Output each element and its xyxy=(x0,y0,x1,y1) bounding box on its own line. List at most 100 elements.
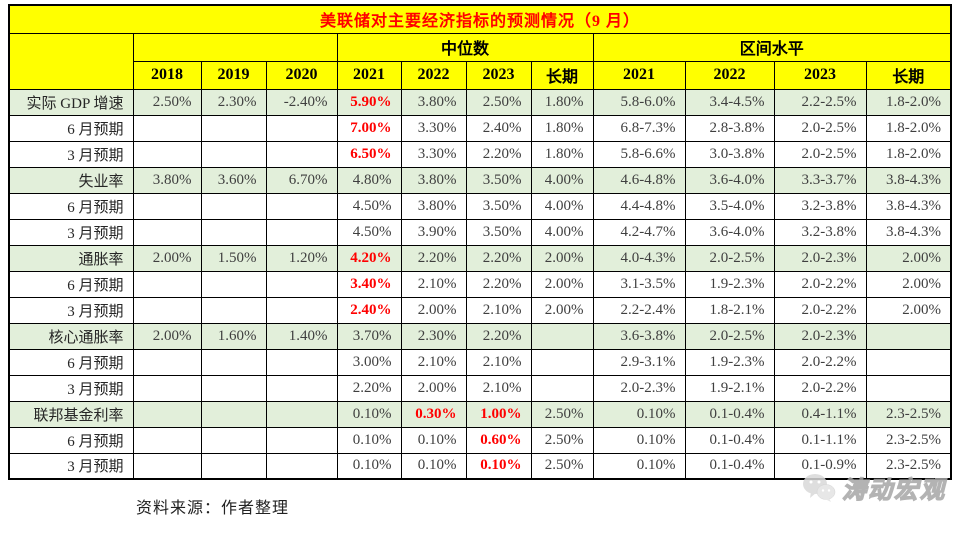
value-cell: 3.6-3.8% xyxy=(592,322,686,350)
value-cell: 0.10% xyxy=(336,400,402,428)
value-cell: 7.00% xyxy=(336,114,402,142)
value-cell: 4.50% xyxy=(336,218,402,246)
value-cell xyxy=(200,426,267,454)
table-row: 6 月预期 3.40% 2.10% 2.20% 2.00% 3.1-3.5% 1.9-2.3… xyxy=(8,270,952,298)
value-cell xyxy=(132,426,202,454)
value-cell xyxy=(132,140,202,168)
value-cell: 1.40% xyxy=(265,322,338,350)
value-cell: 1.50% xyxy=(200,244,267,272)
value-cell: 2.00% xyxy=(530,270,594,298)
value-cell xyxy=(132,114,202,142)
watermark-text: 涛动宏观 xyxy=(841,477,946,504)
history-years-group-cell xyxy=(132,32,338,62)
value-cell: 2.0-2.3% xyxy=(773,244,867,272)
value-cell: 2.00% xyxy=(400,374,467,402)
value-cell: 5.90% xyxy=(336,88,402,116)
value-cell xyxy=(132,192,202,220)
value-cell: 2.20% xyxy=(336,374,402,402)
value-cell: 2.0-2.5% xyxy=(773,114,867,142)
value-cell: 0.10% xyxy=(592,426,686,454)
year-header-6: 长期 xyxy=(530,60,594,90)
value-cell: 4.50% xyxy=(336,192,402,220)
value-cell: 1.9-2.1% xyxy=(684,374,775,402)
value-cell: 2.20% xyxy=(465,270,532,298)
table-row: 6 月预期 3.00% 2.10% 2.10% 2.9-3.1% 1.9-2.3% 2.0-… xyxy=(8,348,952,376)
value-cell: 0.10% xyxy=(336,426,402,454)
value-cell xyxy=(200,348,267,376)
value-cell: 4.00% xyxy=(530,192,594,220)
value-cell xyxy=(265,374,338,402)
value-cell: 3.6-4.0% xyxy=(684,218,775,246)
value-cell xyxy=(132,452,202,480)
value-cell: 1.8-2.0% xyxy=(865,140,952,168)
value-cell: 2.00% xyxy=(132,322,202,350)
value-cell: 2.40% xyxy=(336,296,402,324)
value-cell: 3.0-3.8% xyxy=(684,140,775,168)
value-cell: 3.3-3.7% xyxy=(773,166,867,194)
value-cell: 3.40% xyxy=(336,270,402,298)
value-cell: 3.5-4.0% xyxy=(684,192,775,220)
value-cell: 2.0-2.2% xyxy=(773,296,867,324)
value-cell: 2.0-2.2% xyxy=(773,374,867,402)
row-label: 6 月预期 xyxy=(8,270,134,298)
value-cell: 3.80% xyxy=(400,166,467,194)
value-cell: 2.50% xyxy=(132,88,202,116)
value-cell: 1.8-2.0% xyxy=(865,114,952,142)
value-cell: 2.3-2.5% xyxy=(865,426,952,454)
value-cell xyxy=(530,348,594,376)
value-cell xyxy=(200,270,267,298)
value-cell xyxy=(265,296,338,324)
year-header-2: 2020 xyxy=(265,60,338,90)
value-cell: 0.1-0.4% xyxy=(684,452,775,480)
value-cell: 1.80% xyxy=(530,114,594,142)
year-header-3: 2021 xyxy=(336,60,402,90)
year-header-10: 长期 xyxy=(865,60,952,90)
table-row: 失业率 3.80% 3.60% 6.70% 4.80% 3.80% 3.50% 4.00% 4.… xyxy=(8,166,952,194)
fed-forecast-table-container: 美联储对主要经济指标的预测情况（9 月） 中位数 区间水平 2018 2019 20… xyxy=(8,4,952,480)
value-cell xyxy=(132,400,202,428)
row-label: 3 月预期 xyxy=(8,374,134,402)
table-row: 联邦基金利率 0.10% 0.30% 1.00% 2.50% 0.10% 0.1-0.4% 0… xyxy=(8,400,952,428)
value-cell: 3.80% xyxy=(400,192,467,220)
value-cell: 2.0-2.3% xyxy=(592,374,686,402)
value-cell xyxy=(265,400,338,428)
year-header-1: 2019 xyxy=(200,60,267,90)
value-cell: 2.10% xyxy=(465,348,532,376)
value-cell: 2.00% xyxy=(865,270,952,298)
value-cell: 1.8-2.0% xyxy=(865,88,952,116)
value-cell: 2.00% xyxy=(132,244,202,272)
value-cell: -2.40% xyxy=(265,88,338,116)
value-cell xyxy=(265,270,338,298)
value-cell xyxy=(132,348,202,376)
value-cell xyxy=(200,114,267,142)
value-cell: 3.8-4.3% xyxy=(865,218,952,246)
value-cell: 0.60% xyxy=(465,426,532,454)
value-cell: 5.8-6.0% xyxy=(592,88,686,116)
value-cell: 2.10% xyxy=(465,296,532,324)
row-label: 3 月预期 xyxy=(8,452,134,480)
value-cell xyxy=(200,452,267,480)
value-cell: 0.10% xyxy=(400,452,467,480)
value-cell: 6.50% xyxy=(336,140,402,168)
value-cell: 2.0-2.5% xyxy=(773,140,867,168)
value-cell xyxy=(132,270,202,298)
value-cell: 2.0-2.2% xyxy=(773,348,867,376)
value-cell: 4.00% xyxy=(530,166,594,194)
year-header-8: 2022 xyxy=(684,60,775,90)
value-cell: 2.50% xyxy=(530,426,594,454)
value-cell: 3.00% xyxy=(336,348,402,376)
value-cell: 5.8-6.6% xyxy=(592,140,686,168)
year-header-9: 2023 xyxy=(773,60,867,90)
value-cell: 2.20% xyxy=(465,244,532,272)
value-cell: 1.60% xyxy=(200,322,267,350)
value-cell: 1.80% xyxy=(530,140,594,168)
value-cell: 6.70% xyxy=(265,166,338,194)
value-cell: 2.9-3.1% xyxy=(592,348,686,376)
year-header-5: 2023 xyxy=(465,60,532,90)
value-cell: 2.20% xyxy=(400,244,467,272)
value-cell xyxy=(530,374,594,402)
value-cell: 1.8-2.1% xyxy=(684,296,775,324)
value-cell: 2.0-2.3% xyxy=(773,322,867,350)
table-row: 实际 GDP 增速 2.50% 2.30% -2.40% 5.90% 3.80% 2.50%… xyxy=(8,88,952,116)
table-row: 6 月预期 7.00% 3.30% 2.40% 1.80% 6.8-7.3% 2.8-3.8… xyxy=(8,114,952,142)
